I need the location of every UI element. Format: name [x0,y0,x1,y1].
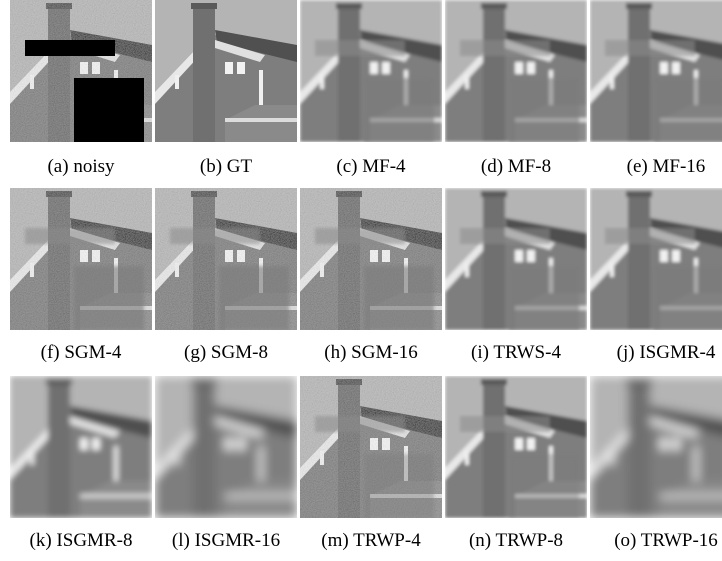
inpainted [315,416,405,432]
inpainted [25,228,115,244]
caption: (b) GT [200,156,253,177]
caption: (i) TRWS-4 [471,342,561,363]
inpainted [509,266,579,330]
caption: (h) SGM-16 [324,342,417,363]
inpainted [170,228,260,244]
image-panel [300,376,442,518]
inpainted [315,228,405,244]
figure: (a) noisy (b) GT (c) MF-4 (d) MF-8 (e) MF-16… [0,0,722,561]
image-panel [445,0,587,142]
inpainted [605,228,695,244]
image-panel [10,188,152,330]
image [445,376,587,518]
house-image [10,376,152,518]
image [10,376,152,518]
image [445,188,587,330]
image [590,376,722,518]
inpainted [364,266,434,330]
inpainted [219,266,289,330]
image [155,0,297,142]
caption: (e) MF-16 [627,156,706,177]
inpainted [460,228,550,244]
image [155,376,297,518]
image [300,188,442,330]
inpainted [460,416,550,432]
caption: (c) MF-4 [336,156,406,177]
caption: (l) ISGMR-16 [172,530,280,551]
inpainted [460,40,550,56]
image-panel [300,188,442,330]
caption: (f) SGM-4 [41,342,122,363]
image-panel [590,0,722,142]
image-panel [10,376,152,518]
image [300,376,442,518]
image [10,188,152,330]
image [590,188,722,330]
inpainted [74,266,144,330]
inpainted [654,78,722,142]
image [590,0,722,142]
image-panel [445,188,587,330]
image-panel [445,376,587,518]
caption: (a) noisy [47,156,115,177]
image [10,0,152,142]
image [300,0,442,142]
image-panel [10,0,152,142]
image-panel [155,188,297,330]
mask-block [74,78,144,142]
inpainted [364,78,434,142]
inpainted [605,40,695,56]
caption: (n) TRWP-8 [469,530,563,551]
image-panel [590,376,722,518]
caption: (d) MF-8 [481,156,551,177]
image [155,188,297,330]
house-image [155,376,297,518]
house-image [155,0,297,142]
image-panel [155,376,297,518]
mask-block [25,40,115,56]
image [445,0,587,142]
inpainted [315,40,405,56]
inpainted [654,266,722,330]
caption: (j) ISGMR-4 [617,342,716,363]
caption: (m) TRWP-4 [321,530,421,551]
inpainted [364,454,434,518]
inpainted [509,78,579,142]
image-panel [155,0,297,142]
caption: (g) SGM-8 [184,342,268,363]
house-image [590,376,722,518]
inpainted [509,454,579,518]
caption: (k) ISGMR-8 [30,530,133,551]
image-grid [10,0,722,518]
image-panel [590,188,722,330]
image-panel [300,0,442,142]
caption: (o) TRWP-16 [614,530,718,551]
